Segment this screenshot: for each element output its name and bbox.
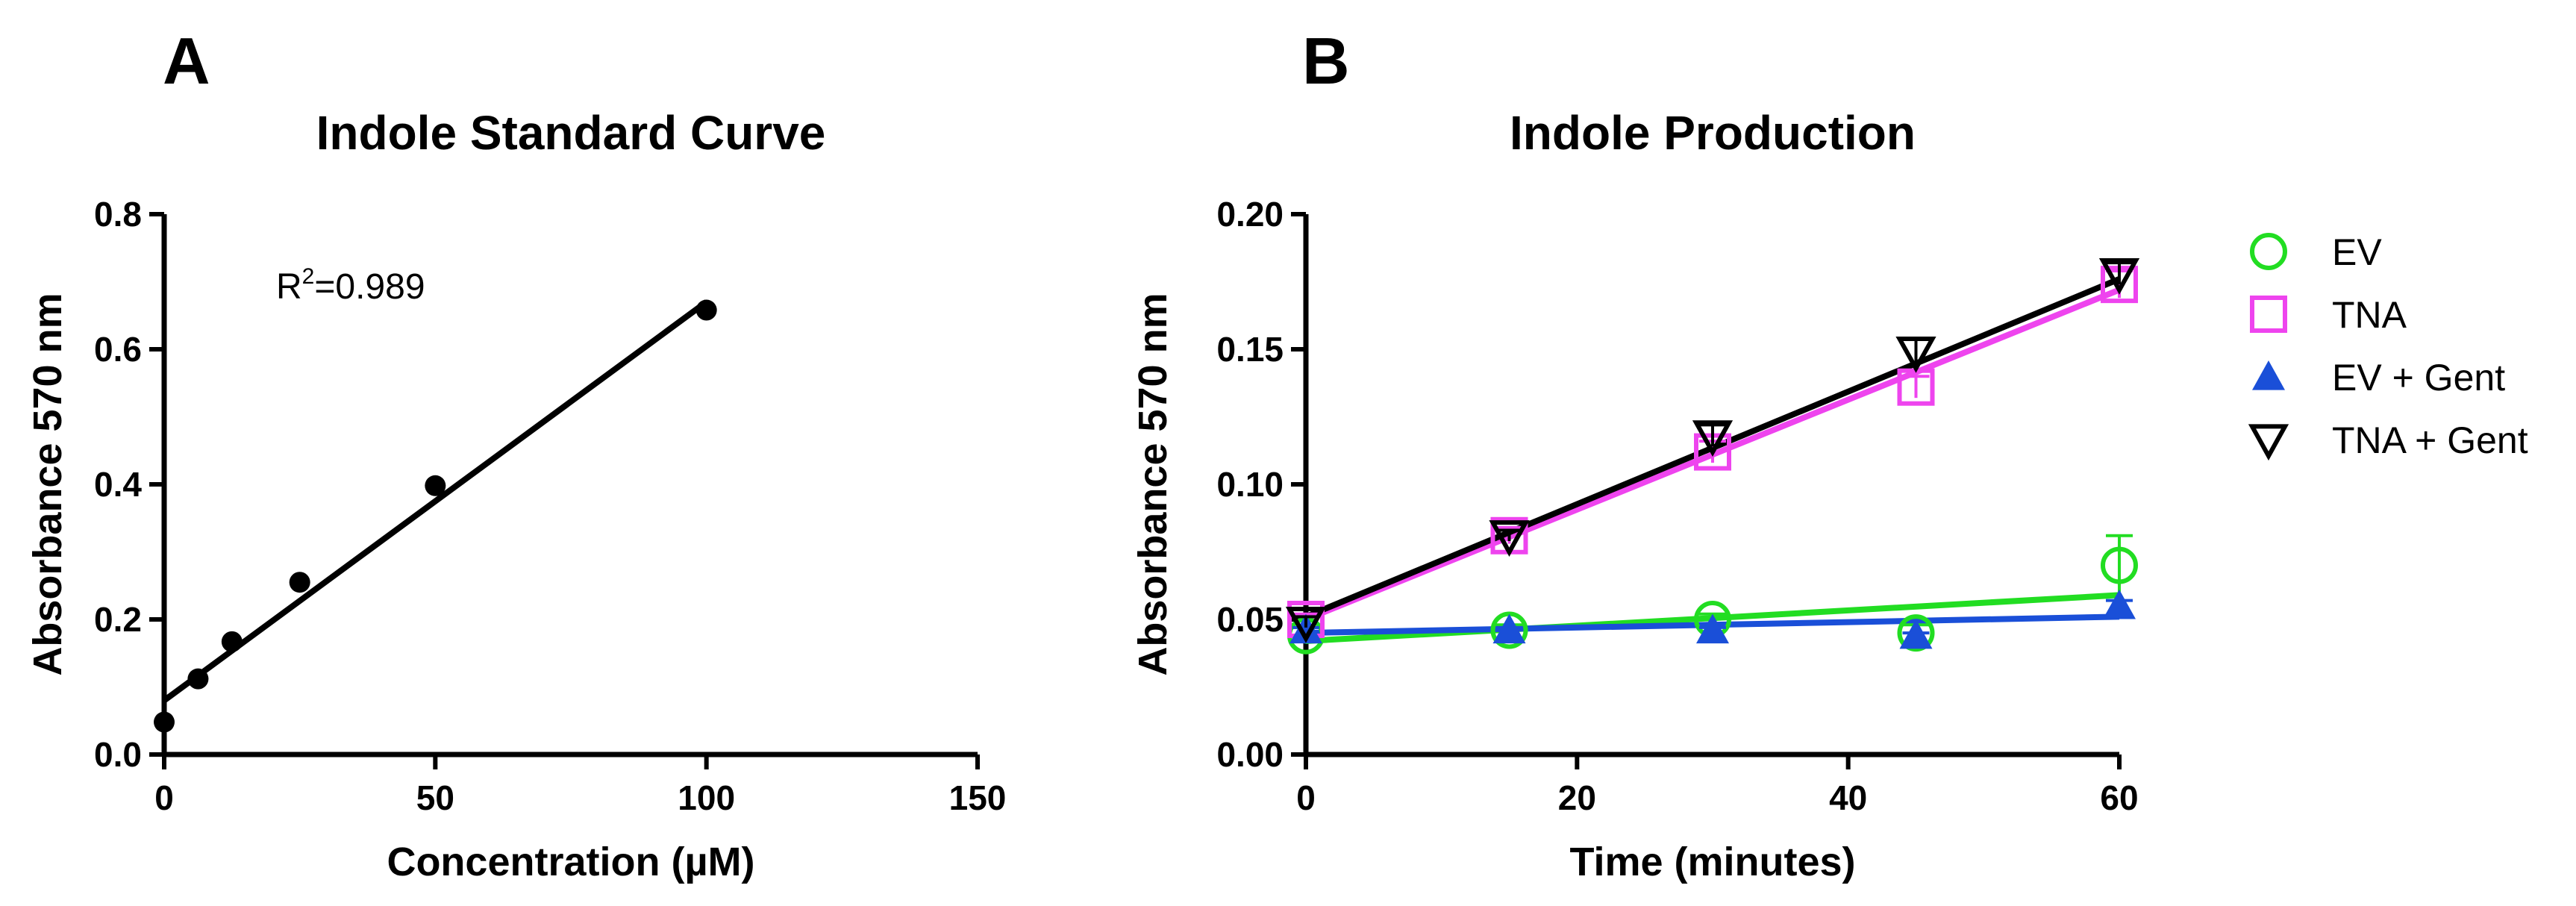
chart-a-ytick-label-1: 0.2: [94, 600, 142, 639]
legend-marker-ev-gent: [2252, 360, 2285, 390]
chart-a-point-standard-0: [154, 711, 175, 733]
chart-b-point-tna-gent-4: [2098, 258, 2140, 295]
chart-b-xtick-label-2: 40: [1829, 778, 1867, 817]
chart-a-point-standard-2: [221, 631, 243, 652]
legend-marker-ev: [2250, 233, 2287, 270]
chart-a-point-standard-4: [425, 475, 446, 496]
chart-b-xtick-label-1: 20: [1558, 778, 1596, 817]
chart-b-ytick-label-2: 0.10: [1216, 465, 1284, 504]
chart-b-point-ev-gent-1: [1492, 613, 1526, 644]
chart-b-ylabel: Absorbance 570 nm: [1131, 293, 1175, 675]
chart-b-point-ev-gent-0: [1289, 613, 1322, 644]
chart-a-xtick-label-0: 0: [154, 778, 174, 817]
chart-b-point-ev-gent-2: [1696, 613, 1729, 644]
chart-b-ytick-label-4: 0.20: [1216, 195, 1284, 234]
chart-a-ytick-label-4: 0.8: [94, 195, 142, 234]
chart-b-xlabel: Time (minutes): [1569, 840, 1855, 884]
chart-a-xtick-label-1: 50: [416, 778, 454, 817]
chart-a-ylabel: Absorbance 570 nm: [25, 293, 70, 675]
chart-a-xtick-label-2: 100: [678, 778, 735, 817]
chart-b-xtick-label-3: 60: [2100, 778, 2138, 817]
legend-label-tna: TNA: [2332, 294, 2407, 336]
chart-a-point-standard-1: [187, 668, 209, 690]
r2-prefix: R: [276, 267, 302, 307]
chart-b-ytick-label-3: 0.15: [1216, 330, 1284, 369]
chart-a-fit-line-standard: [162, 299, 709, 703]
chart-b: Indole Production 0.00 0.05 0.10 0.15 0.20 0 20…: [1131, 106, 2528, 884]
legend-marker-tna-gent: [2248, 424, 2289, 461]
legend-marker-tna: [2250, 296, 2287, 333]
chart-b-point-ev-gent-4: [2103, 589, 2136, 619]
legend-label-ev: EV: [2332, 231, 2382, 273]
panel-letter-b: B: [1302, 24, 1350, 98]
chart-a-point-standard-5: [695, 299, 717, 321]
chart-b-point-ev-gent-3: [1899, 619, 1933, 649]
chart-a-r2-annotation: R2=0.989: [276, 264, 425, 307]
panel-letter-a: A: [163, 24, 210, 98]
legend-label-ev-gent: EV + Gent: [2332, 357, 2505, 399]
chart-b-point-ev-3: [1897, 614, 1935, 652]
chart-b-ytick-label-0: 0.00: [1216, 735, 1284, 774]
chart-b-title: Indole Production: [1510, 106, 1916, 160]
chart-b-xtick-label-0: 0: [1296, 778, 1316, 817]
chart-a: Indole Standard Curve 0.0 0.2 0.4 0.6 0.8 0 50 1…: [25, 106, 1006, 884]
chart-a-xtick-label-3: 150: [949, 778, 1007, 817]
chart-a-xlabel: Concentration (µM): [387, 840, 754, 884]
r2-value: =0.989: [314, 267, 425, 307]
chart-b-point-tna-gent-2: [1692, 420, 1734, 457]
chart-a-title: Indole Standard Curve: [316, 106, 826, 160]
chart-a-ytick-label-0: 0.0: [94, 735, 142, 774]
chart-b-ytick-label-1: 0.05: [1216, 600, 1284, 639]
chart-b-point-tna-gent-3: [1895, 337, 1936, 373]
chart-a-point-standard-3: [289, 572, 310, 593]
chart-b-point-ev-4: [2101, 546, 2138, 584]
r2-superscript: 2: [302, 264, 315, 289]
chart-a-ytick-label-3: 0.6: [94, 330, 142, 369]
chart-b-point-tna-gent-1: [1489, 520, 1530, 557]
chart-b-point-tna-gent-0: [1285, 607, 1327, 643]
chart-a-ytick-label-2: 0.4: [94, 465, 142, 504]
legend-label-tna-gent: TNA + Gent: [2332, 419, 2528, 461]
